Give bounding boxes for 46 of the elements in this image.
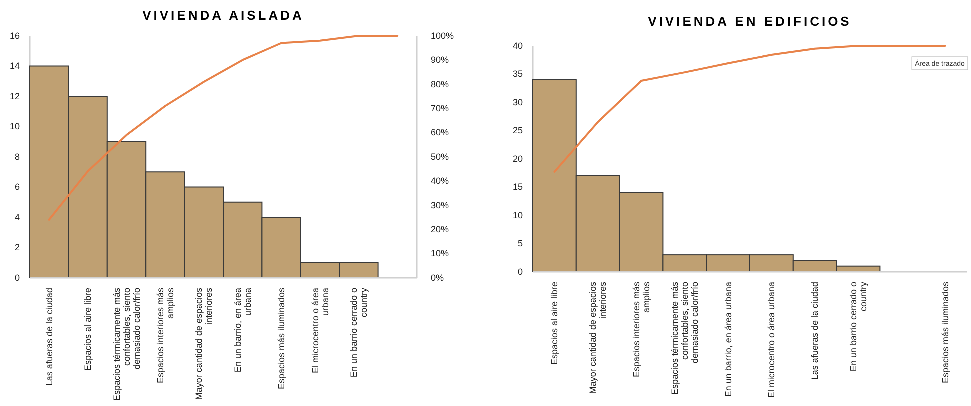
y-tick-label: 5 [518, 238, 523, 249]
y-tick-label: 14 [10, 61, 20, 72]
y2-tick-label: 100% [431, 30, 454, 41]
y-tick-label: 2 [14, 242, 20, 253]
y-tick-label: 35 [512, 69, 523, 80]
x-tick-label: En un barrio cerrado o country [848, 282, 868, 372]
y-tick-label: 10 [10, 122, 20, 132]
x-tick-label: El microcentro o área urbana [766, 282, 777, 398]
y2-tick-label: 40% [431, 176, 450, 186]
x-tick-label: En un barrio, en área urbana [723, 282, 734, 398]
x-tick-label: Espacios al aire libre [83, 288, 94, 372]
x-tick-label: El microcentro o área urbana [310, 288, 330, 374]
y2-tick-label: 50% [431, 152, 450, 162]
y2-tick-label: 90% [431, 55, 450, 66]
y-tick-label: 40 [512, 40, 523, 51]
y-tick-label: 10 [512, 210, 523, 220]
x-tick-label: Espacios al aire libre [550, 282, 560, 366]
y-tick-label: 25 [512, 126, 523, 136]
x-tick-label: Mayor cantidad de espacios interiores [588, 282, 608, 394]
y-tick-label: 0 [14, 272, 20, 283]
y2-tick-label: 20% [431, 224, 450, 234]
x-tick-label: Las afueras de la ciudad [44, 288, 54, 386]
x-tick-label: Espacios más iluminados [940, 282, 950, 384]
x-tick-label: Espacios más iluminados [276, 288, 287, 390]
line-series [48, 35, 399, 221]
y2-tick-label: 30% [431, 200, 450, 210]
x-tick-label: Espacios térmicamente más confortables, siento demasiado calor/frío [112, 288, 142, 402]
x-tick-label: Las afueras de la ciudad [810, 282, 820, 380]
y-tick-label: 20 [512, 154, 523, 164]
chart-title: VIVIENDA EN EDIFICIOS [648, 14, 852, 29]
y2-tick-label: 70% [431, 103, 450, 114]
y-tick-label: 8 [14, 152, 20, 162]
y2-tick-label: 80% [431, 79, 450, 90]
y-tick-label: 16 [10, 30, 20, 41]
y2-tick-label: 60% [431, 128, 450, 138]
x-tick-label: Espacios interiores más amplios [632, 282, 652, 378]
y-tick-label: 6 [14, 182, 20, 192]
y-tick-label: 30 [512, 97, 523, 108]
y-tick-label: 4 [14, 212, 20, 222]
y-tick-label: 15 [512, 182, 523, 192]
x-tick-label: En un barrio, en área urbana [232, 288, 253, 373]
y-tick-label: 12 [10, 91, 20, 102]
y2-tick-label: 0% [431, 272, 444, 283]
y-tick-label: 0 [518, 266, 523, 277]
y2-tick-label: 10% [431, 248, 450, 259]
chart-title: VIVIENDA AISLADA [142, 8, 304, 23]
